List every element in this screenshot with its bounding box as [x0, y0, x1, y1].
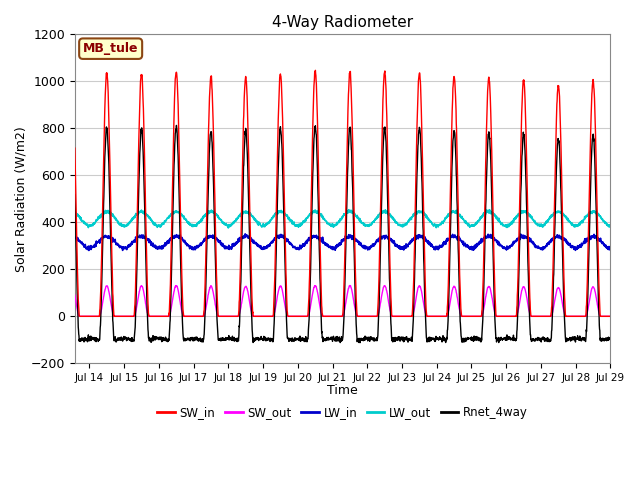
Line: SW_out: SW_out: [75, 286, 611, 316]
SW_out: [122, 313, 130, 319]
LW_out: [360, 222, 368, 228]
Rnet_4way: [71, 192, 79, 197]
SW_out: [607, 313, 614, 319]
SW_in: [607, 313, 614, 319]
LW_out: [225, 225, 232, 231]
SW_out: [396, 313, 403, 319]
LW_in: [71, 235, 79, 241]
Rnet_4way: [356, 340, 364, 346]
LW_in: [127, 243, 134, 249]
SW_in: [76, 313, 84, 319]
LW_out: [126, 219, 134, 225]
Rnet_4way: [396, 334, 403, 340]
LW_in: [607, 244, 614, 250]
SW_in: [312, 67, 319, 73]
SW_out: [127, 313, 134, 319]
SW_out: [561, 313, 569, 319]
Y-axis label: Solar Radiation (W/m2): Solar Radiation (W/m2): [15, 126, 28, 272]
Text: MB_tule: MB_tule: [83, 42, 138, 55]
LW_in: [413, 234, 420, 240]
LW_in: [396, 243, 403, 249]
Line: LW_in: LW_in: [75, 234, 611, 251]
LW_in: [360, 244, 368, 250]
LW_out: [345, 207, 353, 213]
SW_in: [122, 313, 130, 319]
LW_in: [561, 238, 569, 243]
SW_out: [413, 290, 420, 296]
LW_in: [241, 231, 249, 237]
Rnet_4way: [413, 171, 420, 177]
LW_out: [413, 211, 420, 217]
LW_in: [85, 248, 93, 253]
Line: Rnet_4way: Rnet_4way: [75, 125, 611, 343]
SW_in: [71, 145, 79, 151]
LW_in: [122, 246, 130, 252]
Line: SW_in: SW_in: [75, 70, 611, 316]
LW_out: [122, 223, 129, 229]
SW_in: [561, 310, 569, 316]
LW_out: [396, 222, 403, 228]
LW_out: [561, 214, 569, 220]
LW_out: [607, 223, 614, 228]
LW_out: [71, 210, 79, 216]
SW_in: [360, 313, 368, 319]
Title: 4-Way Radiometer: 4-Way Radiometer: [272, 15, 413, 30]
SW_out: [76, 313, 83, 319]
Legend: SW_in, SW_out, LW_in, LW_out, Rnet_4way: SW_in, SW_out, LW_in, LW_out, Rnet_4way: [152, 401, 532, 423]
SW_out: [360, 313, 368, 319]
Rnet_4way: [360, 336, 368, 341]
Rnet_4way: [126, 337, 134, 343]
SW_in: [413, 124, 420, 130]
X-axis label: Time: Time: [327, 384, 358, 397]
Rnet_4way: [561, 334, 569, 339]
SW_out: [71, 292, 79, 298]
Rnet_4way: [607, 335, 614, 340]
Line: LW_out: LW_out: [75, 210, 611, 228]
SW_in: [127, 313, 134, 319]
SW_in: [396, 313, 403, 319]
Rnet_4way: [122, 336, 129, 341]
Rnet_4way: [173, 122, 180, 128]
SW_out: [346, 283, 354, 288]
